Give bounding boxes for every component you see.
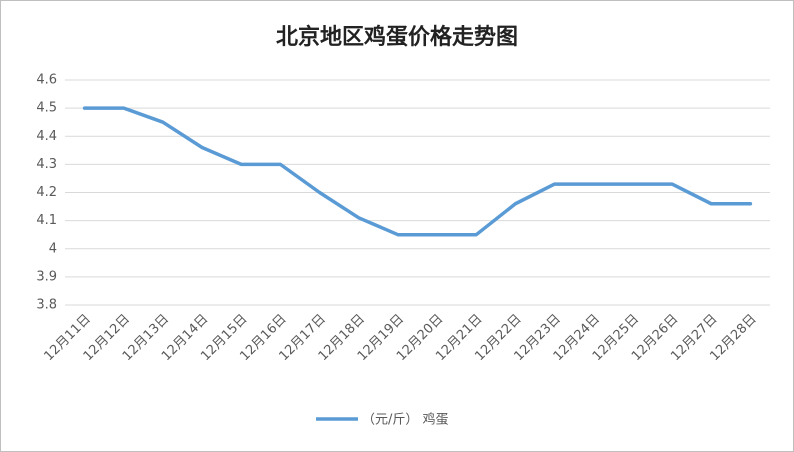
y-tick-label: 4.4 bbox=[36, 129, 57, 144]
y-tick-label: 4.2 bbox=[36, 185, 57, 200]
chart-title: 北京地区鸡蛋价格走势图 bbox=[276, 24, 518, 50]
y-tick-label: 4.6 bbox=[36, 73, 57, 88]
y-tick-label: 3.9 bbox=[36, 269, 57, 284]
y-tick-label: 4.1 bbox=[36, 213, 57, 228]
legend-label: （元/斤） 鸡蛋 bbox=[362, 412, 449, 428]
data-line bbox=[82, 106, 753, 237]
y-tick-label: 4.5 bbox=[36, 101, 57, 116]
y-tick-label: 3.8 bbox=[36, 298, 57, 313]
y-tick-label: 4.3 bbox=[36, 157, 57, 172]
y-tick-label: 4 bbox=[49, 241, 57, 256]
